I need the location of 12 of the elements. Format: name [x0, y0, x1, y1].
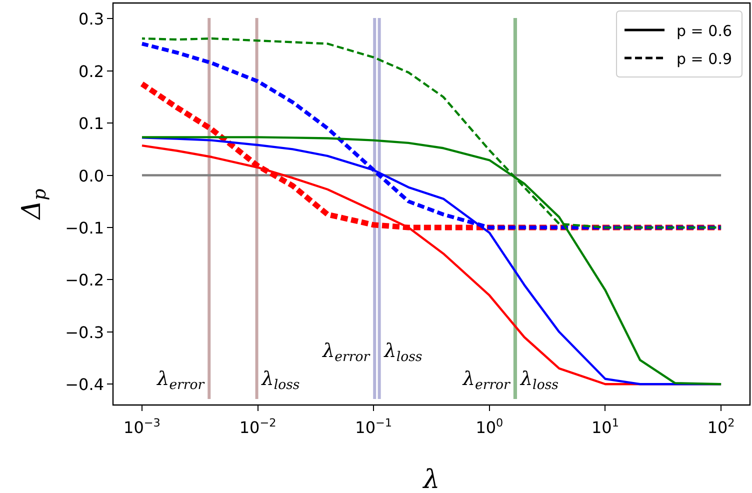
x-axis-title: λ	[422, 465, 440, 493]
y-tick-label: −0.1	[65, 218, 104, 238]
y-tick-label: −0.4	[65, 375, 104, 394]
legend-label: p = 0.6	[676, 22, 732, 40]
y-tick-label: 0.0	[78, 166, 104, 186]
legend-label: p = 0.9	[676, 50, 732, 68]
y-tick-label: 0.2	[78, 62, 104, 81]
y-axis-title: Δp	[17, 188, 51, 220]
y-tick-label: −0.2	[65, 270, 104, 290]
y-tick-label: 0.1	[78, 114, 104, 134]
y-tick-label: 0.3	[78, 10, 104, 29]
y-tick-label: −0.3	[65, 322, 104, 342]
